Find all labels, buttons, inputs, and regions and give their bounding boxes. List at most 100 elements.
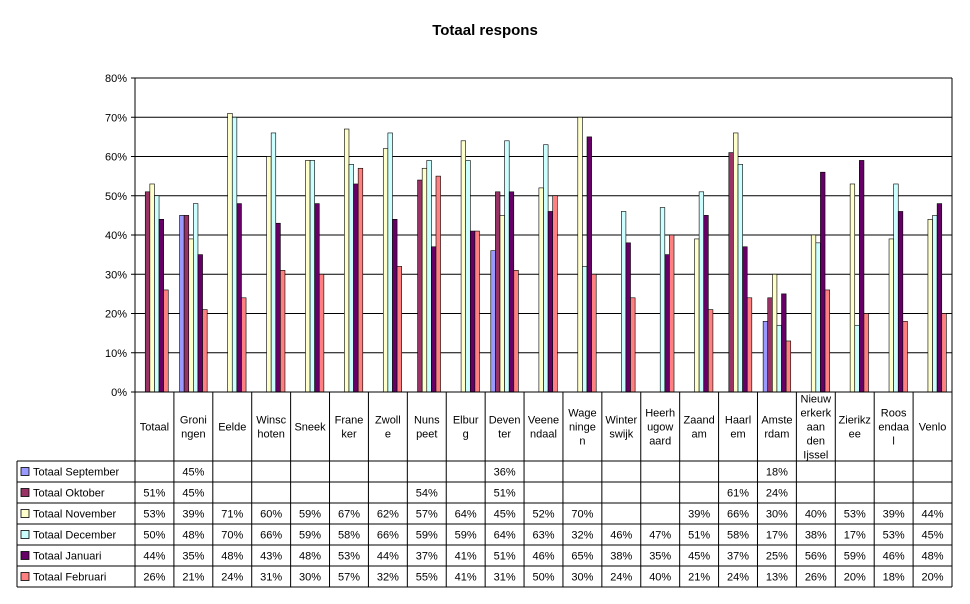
- bar: [435, 175, 441, 393]
- bar: [708, 309, 714, 393]
- bar: [241, 297, 247, 393]
- bar: [625, 242, 631, 393]
- bar: [737, 164, 743, 393]
- category-label: Zierikz ee: [839, 415, 871, 441]
- category-label: Eelde: [218, 422, 246, 434]
- data-label: 24%: [221, 572, 243, 584]
- bar: [659, 207, 666, 393]
- data-label: 50%: [143, 530, 165, 542]
- category-label: Roos endaa l: [878, 408, 909, 448]
- data-label: 40%: [649, 572, 671, 584]
- data-label: 57%: [338, 572, 360, 584]
- bar: [357, 167, 364, 393]
- data-label: 30%: [766, 509, 788, 521]
- data-label: 43%: [260, 551, 282, 563]
- data-label: 48%: [922, 551, 944, 563]
- bar: [266, 156, 272, 393]
- category-label: Nieuw erkerk aan den Ijssel: [801, 394, 832, 462]
- data-label: 53%: [883, 530, 905, 542]
- data-label: 17%: [766, 530, 788, 542]
- legend-label: Totaal September: [33, 467, 120, 479]
- data-label: 57%: [416, 509, 438, 521]
- bar: [694, 238, 700, 393]
- bar: [552, 195, 558, 393]
- bar: [733, 132, 739, 393]
- bar: [810, 234, 817, 393]
- bar: [163, 289, 169, 393]
- bar: [227, 113, 233, 393]
- bar: [927, 219, 933, 393]
- bar: [236, 203, 242, 393]
- bar: [586, 136, 592, 393]
- data-label: 36%: [494, 467, 516, 479]
- data-label: 60%: [260, 509, 282, 521]
- data-label: 44%: [143, 551, 165, 563]
- bar: [158, 219, 164, 393]
- bar: [193, 203, 199, 393]
- bar: [630, 297, 636, 393]
- y-tick-label: 60%: [105, 152, 127, 164]
- legend-swatch: [20, 509, 30, 518]
- data-label: 71%: [221, 509, 243, 521]
- bar: [767, 297, 773, 393]
- bar: [149, 183, 155, 393]
- data-label: 48%: [221, 551, 243, 563]
- bar: [353, 183, 359, 393]
- data-label: 13%: [766, 572, 788, 584]
- data-label: 67%: [338, 509, 360, 521]
- data-label: 45%: [688, 551, 710, 563]
- category-label: Heerh ugow aard: [645, 408, 675, 448]
- bar: [728, 152, 734, 393]
- data-label: 61%: [727, 488, 749, 500]
- bar: [863, 313, 869, 393]
- bar: [538, 187, 544, 393]
- bar: [305, 160, 311, 393]
- category-label: Veene ndaal: [528, 415, 559, 441]
- bar: [664, 254, 670, 393]
- data-label: 53%: [338, 551, 360, 563]
- data-label: 30%: [299, 572, 321, 584]
- data-label: 45%: [182, 467, 204, 479]
- data-table: Totaal Groni ngen Eelde Winsc hoten Sneek Frane…: [16, 391, 953, 588]
- bar: [179, 215, 185, 393]
- data-label: 38%: [805, 530, 827, 542]
- bar: [776, 324, 782, 393]
- data-label: 59%: [844, 551, 866, 563]
- bar: [387, 132, 393, 393]
- data-label: 37%: [416, 551, 438, 563]
- data-label: 21%: [182, 572, 204, 584]
- y-tick-label: 0%: [111, 387, 127, 399]
- legend-label: Totaal Januari: [33, 551, 102, 563]
- data-label: 25%: [766, 551, 788, 563]
- bar: [280, 270, 286, 393]
- data-label: 39%: [883, 509, 905, 521]
- bar: [421, 167, 428, 393]
- data-label: 32%: [571, 530, 593, 542]
- bar: [582, 266, 588, 393]
- data-label: 41%: [455, 572, 477, 584]
- legend-label: Totaal Februari: [33, 572, 106, 584]
- category-label: Venlo: [919, 422, 947, 434]
- category-label: Haarl em: [725, 415, 751, 441]
- bar: [344, 128, 350, 393]
- data-label: 46%: [532, 551, 554, 563]
- bar: [621, 211, 627, 393]
- bar: [382, 148, 389, 393]
- data-label: 65%: [571, 551, 593, 563]
- bar: [577, 116, 583, 393]
- category-label: Winter swijk: [605, 415, 637, 441]
- category-label: Elbur g: [453, 415, 479, 441]
- bar: [202, 309, 208, 393]
- bar: [888, 238, 894, 393]
- category-label: Totaal: [140, 422, 169, 434]
- data-label: 38%: [610, 551, 632, 563]
- data-label: 54%: [416, 488, 438, 500]
- bar: [490, 250, 496, 393]
- bar: [772, 273, 778, 393]
- y-tick-label: 70%: [105, 112, 127, 124]
- bar: [270, 132, 277, 393]
- bar: [495, 191, 501, 393]
- data-label: 59%: [455, 530, 477, 542]
- bar: [932, 215, 938, 393]
